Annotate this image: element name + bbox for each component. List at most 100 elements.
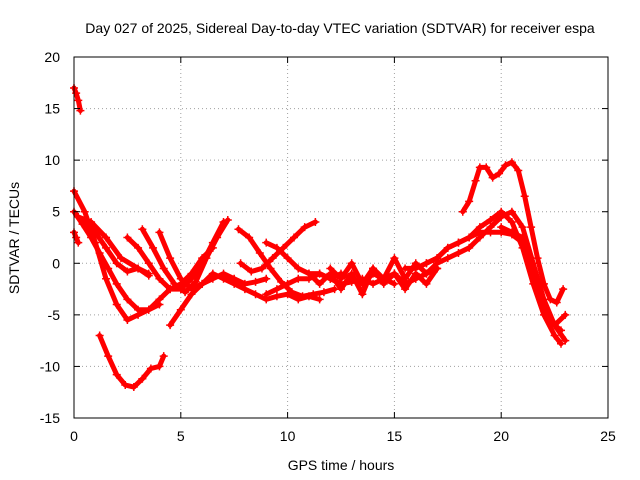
data-point	[144, 305, 153, 314]
data-point	[315, 279, 324, 288]
data-point	[74, 212, 83, 221]
data-point	[240, 279, 249, 288]
data-point	[501, 161, 510, 170]
data-point	[198, 279, 207, 288]
data-point	[533, 254, 542, 263]
data-point	[557, 326, 566, 335]
y-tick-label: 5	[52, 204, 60, 220]
data-point	[507, 207, 516, 216]
data-point	[272, 243, 281, 252]
data-point	[129, 383, 138, 392]
data-point	[138, 374, 147, 383]
x-tick-label: 0	[70, 428, 78, 444]
data-point	[144, 259, 153, 268]
data-point	[155, 228, 164, 237]
data-point	[486, 215, 495, 224]
data-point	[422, 269, 431, 278]
y-tick-label: -5	[48, 307, 61, 323]
series-arc-19	[411, 207, 570, 345]
data-point	[539, 300, 548, 309]
data-point	[112, 370, 121, 379]
data-point	[294, 274, 303, 283]
data-point	[155, 300, 164, 309]
data-point	[347, 259, 356, 268]
data-point	[520, 192, 529, 201]
series-line	[156, 229, 323, 302]
data-point	[561, 310, 570, 319]
data-point	[72, 89, 81, 98]
data-point	[255, 248, 264, 257]
data-point	[465, 197, 474, 206]
data-point	[95, 331, 104, 340]
series-arc-21	[458, 158, 568, 307]
data-point	[283, 254, 292, 263]
data-point	[443, 243, 452, 252]
data-point	[287, 288, 296, 297]
data-point	[102, 243, 111, 252]
data-point	[208, 274, 217, 283]
data-point	[401, 264, 410, 273]
y-tick-label: -15	[40, 410, 60, 426]
data-point	[422, 259, 431, 268]
y-tick-label: 20	[44, 49, 60, 65]
data-point	[123, 316, 132, 325]
data-point	[72, 233, 81, 242]
data-point	[166, 321, 175, 330]
data-point	[230, 274, 239, 283]
data-point	[149, 243, 158, 252]
x-tick-label: 10	[280, 428, 296, 444]
data-point	[236, 259, 245, 268]
data-point	[80, 218, 89, 227]
data-point	[561, 336, 570, 345]
data-point	[76, 106, 85, 115]
data-point	[272, 292, 281, 301]
data-point	[170, 279, 179, 288]
data-point	[262, 274, 271, 283]
data-point	[539, 279, 548, 288]
data-point	[390, 279, 399, 288]
data-point	[471, 176, 480, 185]
series-arc-9	[138, 215, 232, 297]
data-point	[507, 158, 516, 167]
data-point	[443, 254, 452, 263]
x-tick-label: 15	[387, 428, 403, 444]
data-point	[337, 274, 345, 283]
data-point	[102, 233, 111, 242]
data-point	[390, 269, 399, 278]
x-tick-label: 20	[493, 428, 509, 444]
data-point	[507, 228, 516, 237]
data-point	[155, 362, 164, 371]
data-point	[123, 295, 132, 304]
data-point	[527, 223, 536, 232]
data-point	[181, 288, 190, 297]
data-point	[298, 292, 307, 301]
data-point	[495, 169, 504, 178]
data-point	[134, 310, 143, 319]
data-point	[401, 285, 410, 294]
data-point	[369, 264, 378, 273]
data-point	[283, 279, 292, 288]
data-point	[112, 259, 121, 268]
data-point	[268, 254, 277, 263]
data-point	[123, 267, 132, 276]
data-point	[497, 223, 506, 232]
data-point	[112, 300, 121, 309]
data-point	[411, 264, 420, 273]
series-arc-11	[166, 269, 271, 330]
data-point	[550, 331, 559, 340]
data-point	[454, 248, 463, 257]
data-point	[458, 207, 467, 216]
data-point	[482, 163, 491, 172]
data-point	[74, 96, 83, 105]
data-point	[559, 285, 568, 294]
data-point	[465, 243, 474, 252]
y-tick-label: 15	[44, 101, 60, 117]
series-layer	[70, 83, 570, 392]
data-point	[176, 274, 185, 283]
data-point	[262, 290, 271, 299]
series-arc-6	[80, 218, 153, 280]
data-point	[116, 254, 125, 263]
data-point	[146, 364, 155, 373]
series-line	[97, 333, 167, 390]
